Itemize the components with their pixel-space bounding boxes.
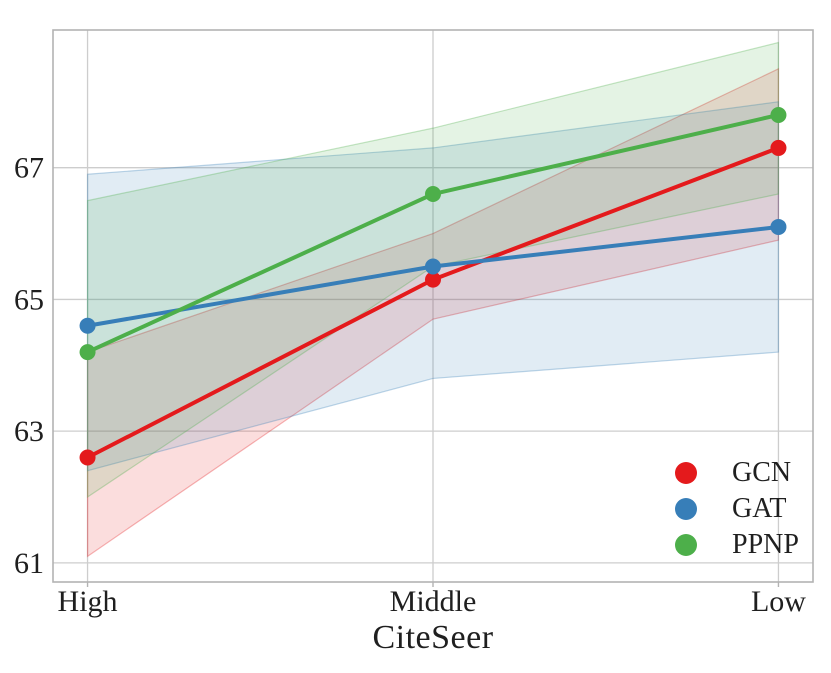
point-PPNP-Middle bbox=[425, 186, 441, 203]
point-GAT-Middle bbox=[425, 258, 441, 275]
point-GCN-High bbox=[79, 449, 96, 466]
legend-dot-icon bbox=[675, 462, 697, 484]
y-tick-label: 65 bbox=[14, 283, 44, 316]
x-tick-label: Low bbox=[751, 585, 806, 618]
point-PPNP-High bbox=[79, 344, 96, 361]
x-axis-title: CiteSeer bbox=[372, 619, 494, 656]
legend-label: GCN bbox=[732, 457, 792, 488]
x-tick-label: High bbox=[58, 585, 118, 618]
y-tick-label: 63 bbox=[14, 415, 44, 448]
point-GAT-High bbox=[79, 317, 96, 334]
legend-dot-icon bbox=[675, 498, 697, 520]
legend-item-GAT: GAT bbox=[675, 493, 799, 524]
band-GCN bbox=[86, 67, 780, 558]
legend-item-PPNP: PPNP bbox=[675, 529, 799, 560]
point-PPNP-Low bbox=[770, 106, 787, 123]
legend-label: GAT bbox=[732, 493, 787, 524]
x-tick-label: Middle bbox=[390, 585, 477, 618]
legend-label: PPNP bbox=[732, 529, 799, 560]
legend-item-GCN: GCN bbox=[675, 457, 799, 488]
y-tick-label: 61 bbox=[14, 547, 44, 580]
y-tick-label: 67 bbox=[14, 152, 44, 185]
legend: GCN GAT PPNP bbox=[675, 457, 799, 569]
point-GCN-Middle bbox=[425, 271, 441, 288]
legend-dot-icon bbox=[675, 534, 697, 556]
point-GAT-Low bbox=[770, 218, 787, 235]
point-GCN-Low bbox=[770, 139, 787, 156]
